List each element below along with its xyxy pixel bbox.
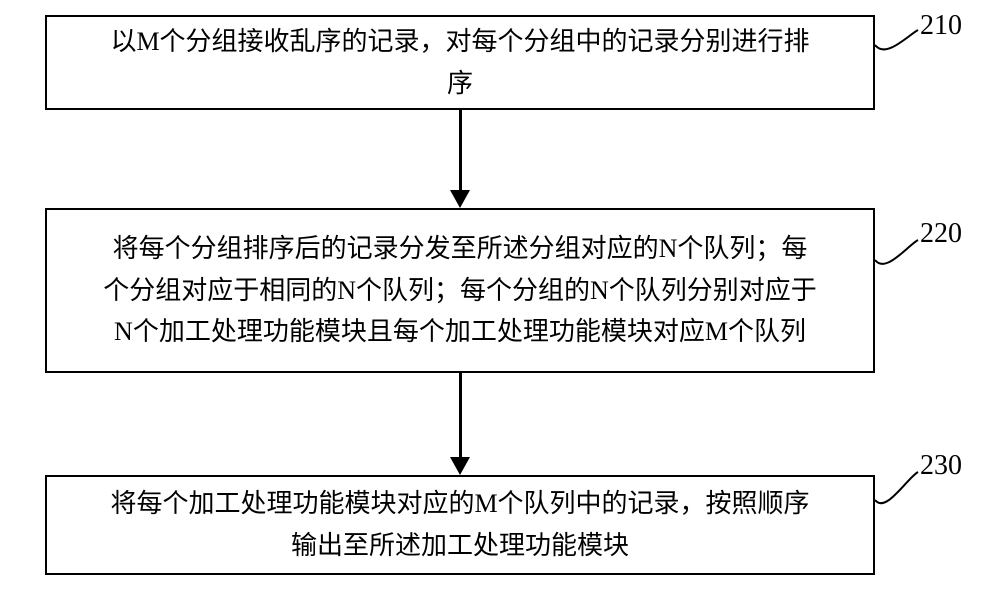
arrow-1-line bbox=[459, 110, 462, 190]
callout-210 bbox=[875, 28, 922, 63]
step-box-230: 将每个加工处理功能模块对应的M个队列中的记录，按照顺序 输出至所述加工处理功能模… bbox=[45, 475, 875, 575]
step-text-230: 将每个加工处理功能模块对应的M个队列中的记录，按照顺序 输出至所述加工处理功能模… bbox=[110, 483, 809, 566]
flowchart-canvas: 以M个分组接收乱序的记录，对每个分组中的记录分别进行排 序 210 将每个分组排… bbox=[0, 0, 1000, 609]
arrow-1-head bbox=[450, 190, 470, 208]
arrow-2-head bbox=[450, 457, 470, 475]
arrow-2-line bbox=[459, 373, 462, 457]
step-label-210: 210 bbox=[920, 10, 962, 42]
step-label-220: 220 bbox=[920, 218, 962, 250]
callout-230 bbox=[875, 470, 922, 518]
callout-220 bbox=[875, 238, 922, 278]
step-label-230: 230 bbox=[920, 450, 962, 482]
step-box-210: 以M个分组接收乱序的记录，对每个分组中的记录分别进行排 序 bbox=[45, 15, 875, 110]
step-box-220: 将每个分组排序后的记录分发至所述分组对应的N个队列；每 个分组对应于相同的N个队… bbox=[45, 208, 875, 373]
step-text-210: 以M个分组接收乱序的记录，对每个分组中的记录分别进行排 序 bbox=[110, 21, 809, 104]
step-text-220: 将每个分组排序后的记录分发至所述分组对应的N个队列；每 个分组对应于相同的N个队… bbox=[103, 228, 817, 353]
